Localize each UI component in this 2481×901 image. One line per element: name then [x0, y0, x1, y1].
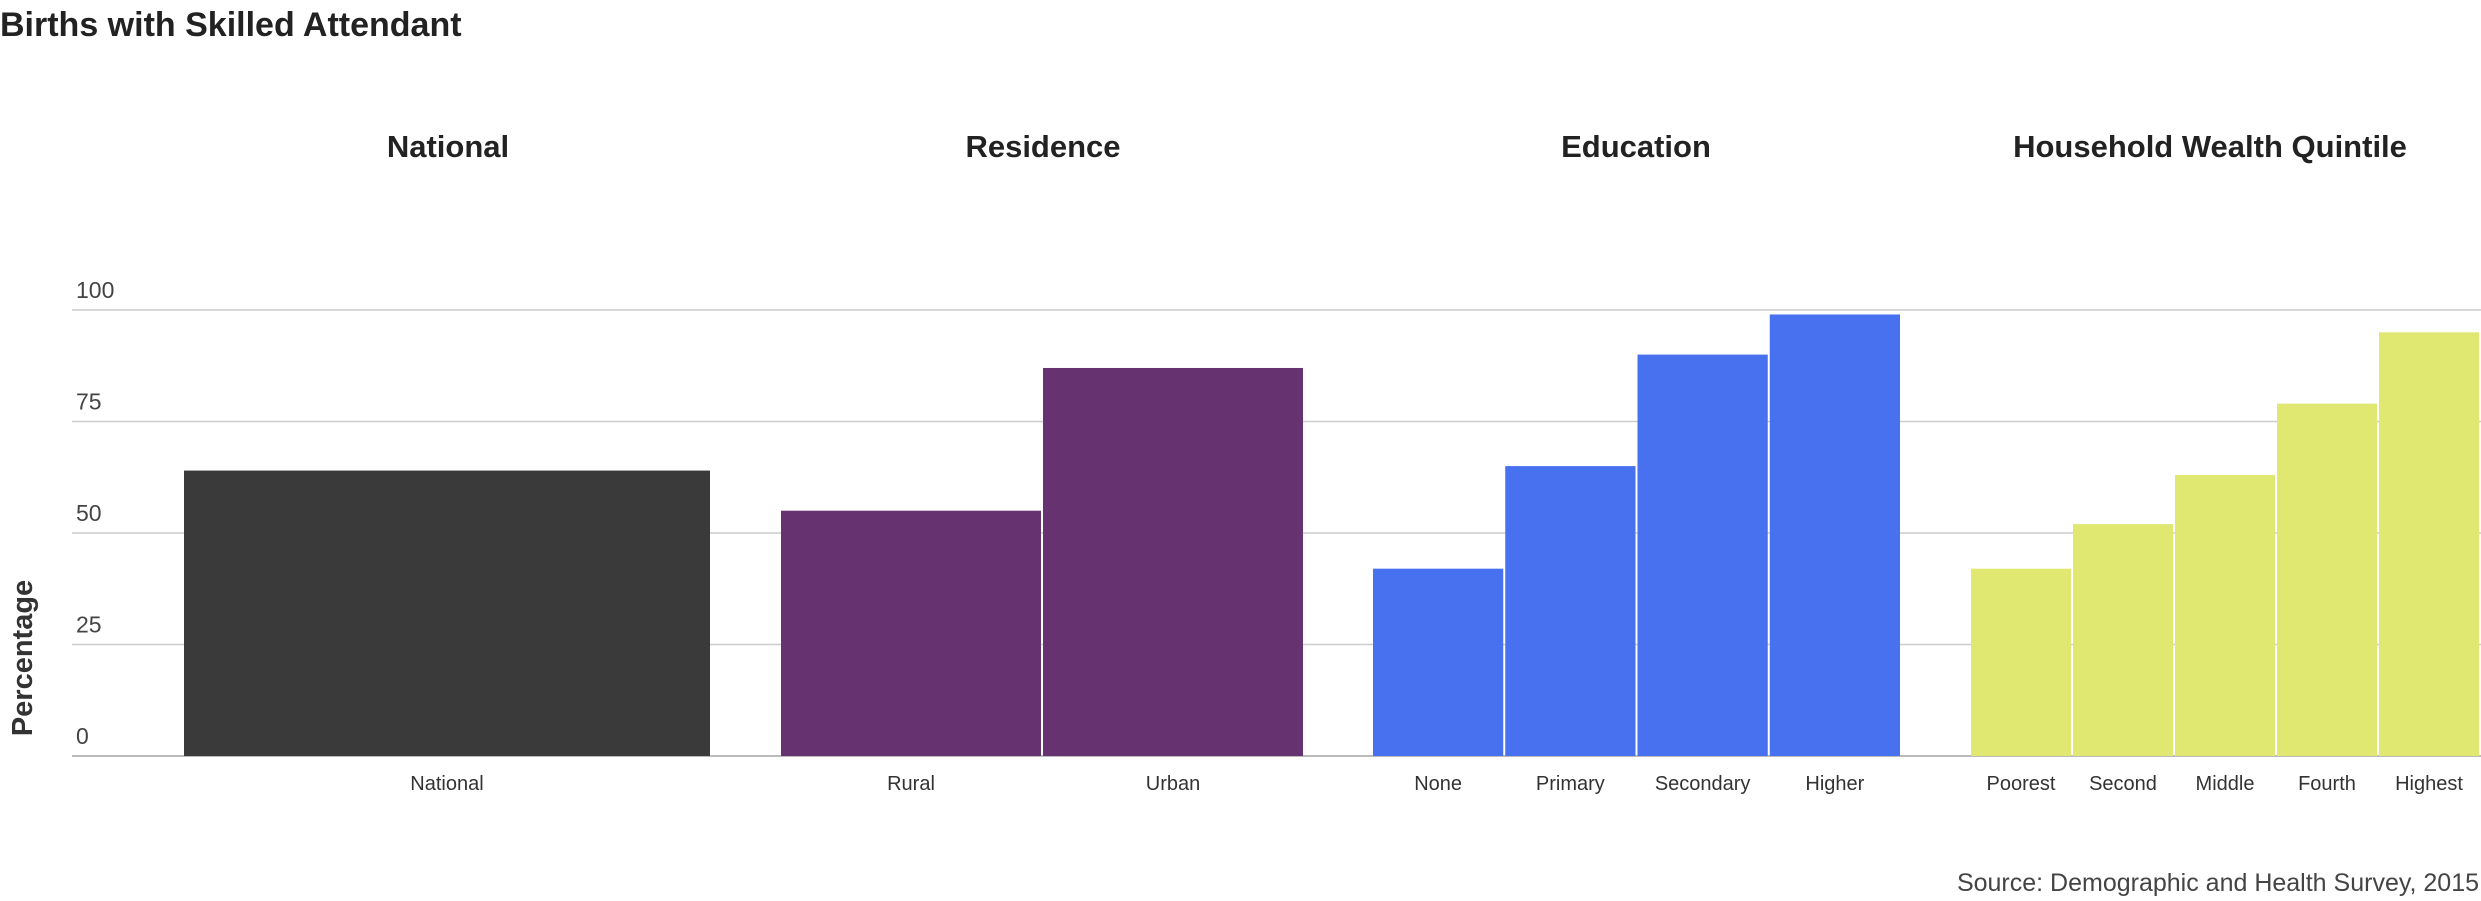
x-tick-label: Middle	[2196, 773, 2255, 795]
y-tick-label: 25	[76, 612, 102, 638]
x-tick-label: Secondary	[1655, 773, 1751, 795]
x-tick-label: Fourth	[2298, 773, 2356, 795]
group-title: Household Wealth Quintile	[2013, 129, 2407, 164]
x-tick-label: Rural	[887, 773, 935, 795]
bars-layer	[184, 314, 2479, 756]
bar	[1971, 568, 2071, 756]
bar	[1769, 314, 1900, 756]
bar	[1043, 367, 1303, 756]
x-tick-label: Second	[2089, 773, 2157, 795]
bar	[2175, 475, 2275, 756]
y-tick-label: 100	[76, 277, 114, 303]
bar	[2379, 332, 2479, 756]
bar	[1505, 466, 1636, 756]
y-tick-label: 50	[76, 500, 102, 526]
group-titles: National Residence Education Household Weal…	[387, 129, 2407, 164]
bar	[1373, 568, 1504, 756]
y-axis: 0 25 50 75 100	[76, 277, 114, 749]
y-axis-label: Percentage	[7, 580, 39, 736]
bar	[2277, 403, 2377, 756]
x-tick-label: Higher	[1805, 773, 1864, 795]
bar	[2073, 524, 2173, 756]
source-note: Source: Demographic and Health Survey, 2…	[1957, 869, 2479, 897]
y-tick-label: 0	[76, 723, 89, 749]
group-title: National	[387, 129, 509, 164]
y-tick-label: 75	[76, 389, 102, 415]
bar	[781, 510, 1041, 756]
chart-title: Births with Skilled Attendant	[0, 6, 462, 44]
x-tick-label: Highest	[2395, 773, 2463, 795]
x-axis: National Rural Urban None Primary Secondary Hi…	[410, 773, 2463, 795]
x-tick-label: Urban	[1146, 773, 1200, 795]
group-title: Residence	[965, 129, 1120, 164]
x-tick-label: National	[410, 773, 483, 795]
x-tick-label: Primary	[1536, 773, 1605, 795]
bar	[1637, 354, 1768, 756]
x-tick-label: None	[1414, 773, 1462, 795]
x-tick-label: Poorest	[1987, 773, 2056, 795]
bar	[184, 470, 710, 756]
group-title: Education	[1561, 129, 1711, 164]
